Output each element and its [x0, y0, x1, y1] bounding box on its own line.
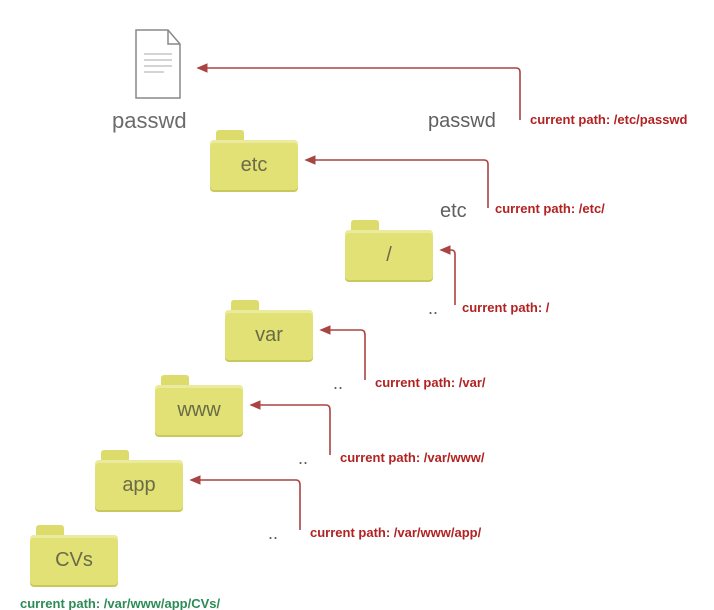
- folder-cvs: CVs: [30, 525, 118, 585]
- arrow-edge: [251, 405, 330, 455]
- diagram-canvas: passwd etc / var www app CVs passwd etc ......…: [0, 0, 714, 610]
- dotdot-label: ..: [428, 298, 438, 319]
- dotdot-label: ..: [298, 448, 308, 469]
- arrows-layer: [0, 0, 714, 610]
- folder-label: /: [345, 230, 433, 280]
- folder-label: var: [225, 310, 313, 360]
- folder-app: app: [95, 450, 183, 510]
- current-path-label: current path: /: [462, 300, 549, 315]
- folder-label: etc: [210, 140, 298, 190]
- dotdot-label: ..: [268, 523, 278, 544]
- segment-label: passwd: [428, 110, 496, 133]
- folder-var: var: [225, 300, 313, 360]
- dotdot-label: ..: [333, 373, 343, 394]
- folder-root: /: [345, 220, 433, 280]
- current-path-label: current path: /var/www/app/: [310, 525, 481, 540]
- folder-label: CVs: [30, 535, 118, 585]
- current-path-label: current path: /var/www/: [340, 450, 484, 465]
- file-icon: [128, 28, 188, 100]
- folder-www: www: [155, 375, 243, 435]
- current-path-label: current path: /etc/passwd: [530, 112, 687, 127]
- current-path-label: current path: /var/: [375, 375, 486, 390]
- current-path-label: current path: /etc/: [495, 201, 605, 216]
- arrow-edge: [441, 250, 455, 305]
- arrow-edge: [191, 480, 300, 530]
- current-path-label: current path: /var/www/app/CVs/: [20, 596, 220, 610]
- segment-label: etc: [440, 200, 467, 223]
- folder-label: app: [95, 460, 183, 510]
- folder-label: www: [155, 385, 243, 435]
- folder-etc: etc: [210, 130, 298, 190]
- file-label: passwd: [112, 108, 187, 134]
